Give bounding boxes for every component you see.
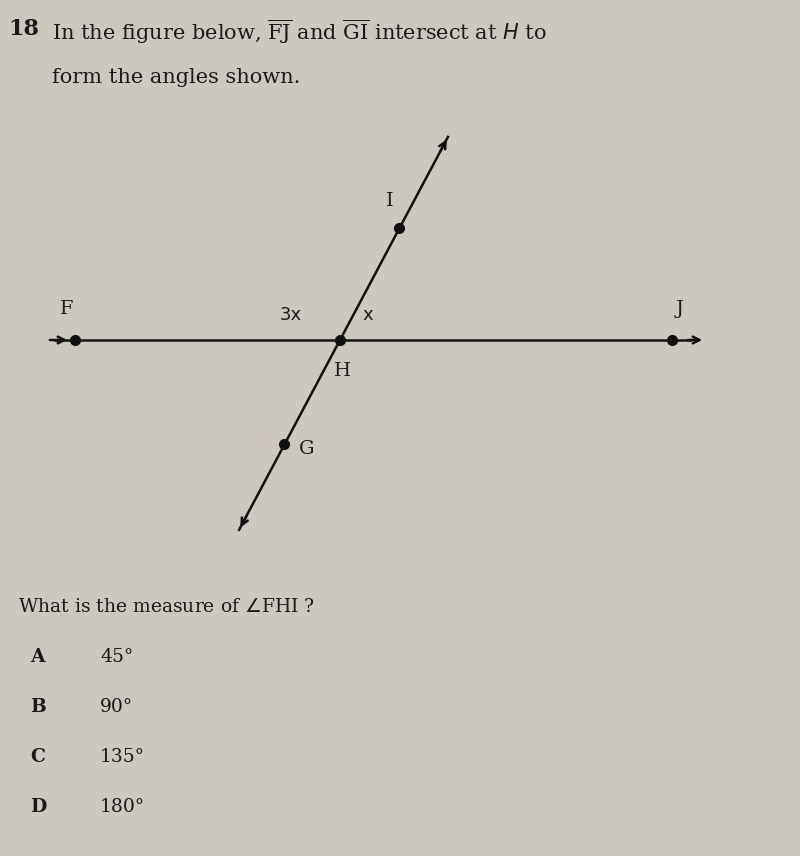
- Text: 135°: 135°: [100, 748, 145, 766]
- Text: What is the measure of $\angle$FHI ?: What is the measure of $\angle$FHI ?: [18, 598, 315, 616]
- Text: F: F: [60, 300, 74, 318]
- Text: D: D: [30, 798, 46, 816]
- Text: In the figure below, $\mathdefault{\overline{FJ}}$ and $\mathdefault{\overline{G: In the figure below, $\mathdefault{\over…: [52, 18, 546, 46]
- Text: x: x: [362, 306, 373, 324]
- Text: 90°: 90°: [100, 698, 133, 716]
- Text: 180°: 180°: [100, 798, 145, 816]
- Text: J: J: [676, 300, 684, 318]
- Text: B: B: [30, 698, 46, 716]
- Text: H: H: [334, 362, 350, 380]
- Text: A: A: [30, 648, 45, 666]
- Text: G: G: [298, 440, 314, 459]
- Text: I: I: [386, 193, 394, 211]
- Text: 3x: 3x: [280, 306, 302, 324]
- Text: 45°: 45°: [100, 648, 134, 666]
- Text: C: C: [30, 748, 45, 766]
- Text: form the angles shown.: form the angles shown.: [52, 68, 300, 87]
- Text: 18: 18: [8, 18, 39, 40]
